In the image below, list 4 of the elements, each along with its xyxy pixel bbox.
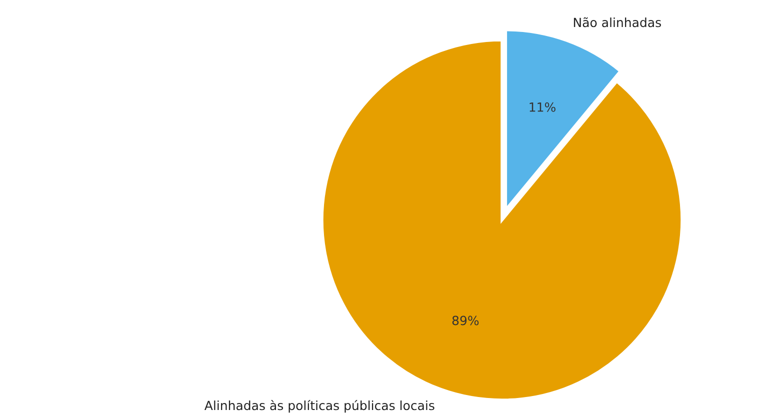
slice-label: Alinhadas às políticas públicas locais [204,400,434,413]
data-label: 89% [452,316,479,326]
data-label: 11% [530,102,556,112]
slice-label: Não alinhadas [574,17,661,28]
